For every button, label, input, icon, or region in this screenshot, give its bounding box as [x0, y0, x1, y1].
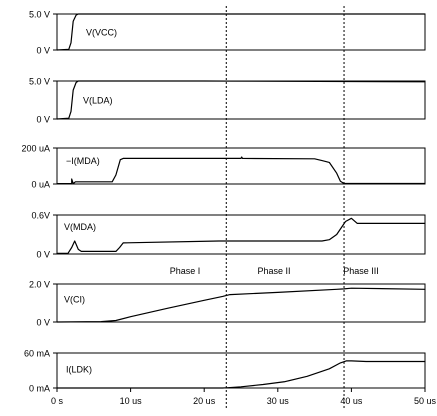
- series-label: V(CI): [64, 295, 85, 305]
- phase-label: Phase III: [343, 266, 379, 276]
- series-label: V(MDA): [64, 222, 96, 232]
- panel-frame-3: [57, 148, 425, 184]
- x-tick-label: 30 us: [267, 396, 290, 406]
- trace-6: [57, 361, 425, 388]
- trace-4: [57, 218, 425, 253]
- x-tick-label: 40 us: [340, 396, 363, 406]
- y-tick-label: 0 V: [36, 115, 50, 125]
- panel-frame-6: [57, 353, 425, 388]
- trace-3: [57, 157, 425, 184]
- panel-frame-4: [57, 215, 425, 254]
- y-tick-label: 200 uA: [21, 144, 50, 154]
- phase-label: Phase II: [257, 266, 290, 276]
- series-label: V(VCC): [86, 28, 117, 38]
- y-tick-label: 0 V: [36, 318, 50, 328]
- y-tick-label: 60 mA: [24, 349, 50, 359]
- y-tick-label: 0 uA: [31, 180, 50, 190]
- phase-label: Phase I: [170, 266, 201, 276]
- x-tick-label: 10 us: [120, 396, 143, 406]
- y-tick-label: 0 mA: [29, 384, 50, 394]
- panel-frame-5: [57, 284, 425, 322]
- series-label: −I(MDA): [66, 156, 100, 166]
- y-tick-label: 2.0 V: [29, 280, 50, 290]
- y-tick-label: 5.0 V: [29, 10, 50, 20]
- x-tick-label: 50 us: [414, 396, 437, 406]
- series-label: I(LDK): [66, 364, 92, 374]
- x-tick-label: 20 us: [193, 396, 216, 406]
- y-tick-label: 0 V: [36, 46, 50, 56]
- y-tick-label: 0.6V: [31, 211, 50, 221]
- x-tick-label: 0 s: [51, 396, 64, 406]
- y-tick-label: 0 V: [36, 250, 50, 260]
- trace-5: [57, 288, 425, 322]
- y-tick-label: 5.0 V: [29, 77, 50, 87]
- series-label: V(LDA): [83, 96, 113, 106]
